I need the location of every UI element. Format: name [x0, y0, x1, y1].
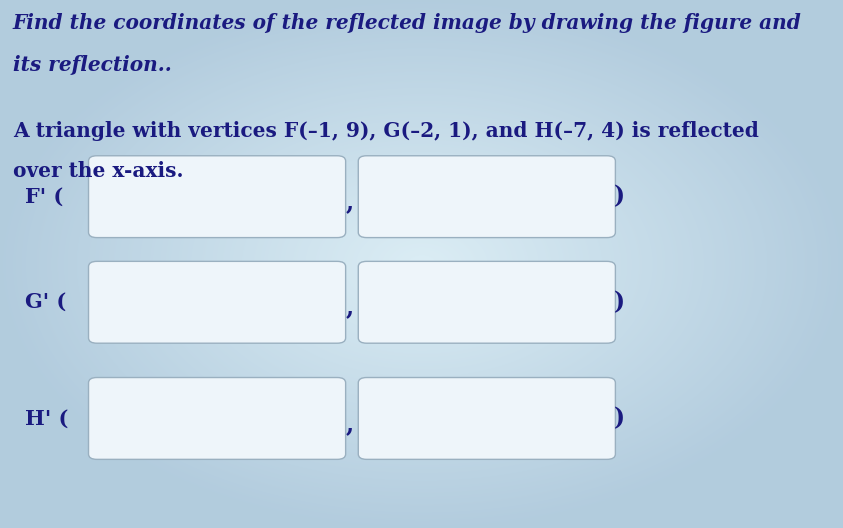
Text: ): ) — [614, 290, 625, 314]
Text: ,: , — [346, 296, 354, 319]
FancyBboxPatch shape — [89, 261, 346, 343]
Text: Find the coordinates of the reflected image by drawing the figure and: Find the coordinates of the reflected im… — [13, 13, 802, 33]
FancyBboxPatch shape — [89, 378, 346, 459]
FancyBboxPatch shape — [358, 378, 615, 459]
FancyBboxPatch shape — [358, 156, 615, 238]
FancyBboxPatch shape — [358, 261, 615, 343]
FancyBboxPatch shape — [89, 156, 346, 238]
Text: H' (: H' ( — [25, 409, 68, 428]
Text: ): ) — [614, 185, 625, 209]
Text: ,: , — [346, 412, 354, 436]
Text: F' (: F' ( — [25, 187, 63, 206]
Text: over the x-axis.: over the x-axis. — [13, 161, 183, 181]
Text: A triangle with vertices F(–1, 9), G(–2, 1), and H(–7, 4) is reflected: A triangle with vertices F(–1, 9), G(–2,… — [13, 121, 759, 142]
Text: ,: , — [346, 190, 354, 214]
Text: ): ) — [614, 407, 625, 430]
Text: G' (: G' ( — [25, 293, 67, 312]
Text: its reflection..: its reflection.. — [13, 55, 171, 76]
